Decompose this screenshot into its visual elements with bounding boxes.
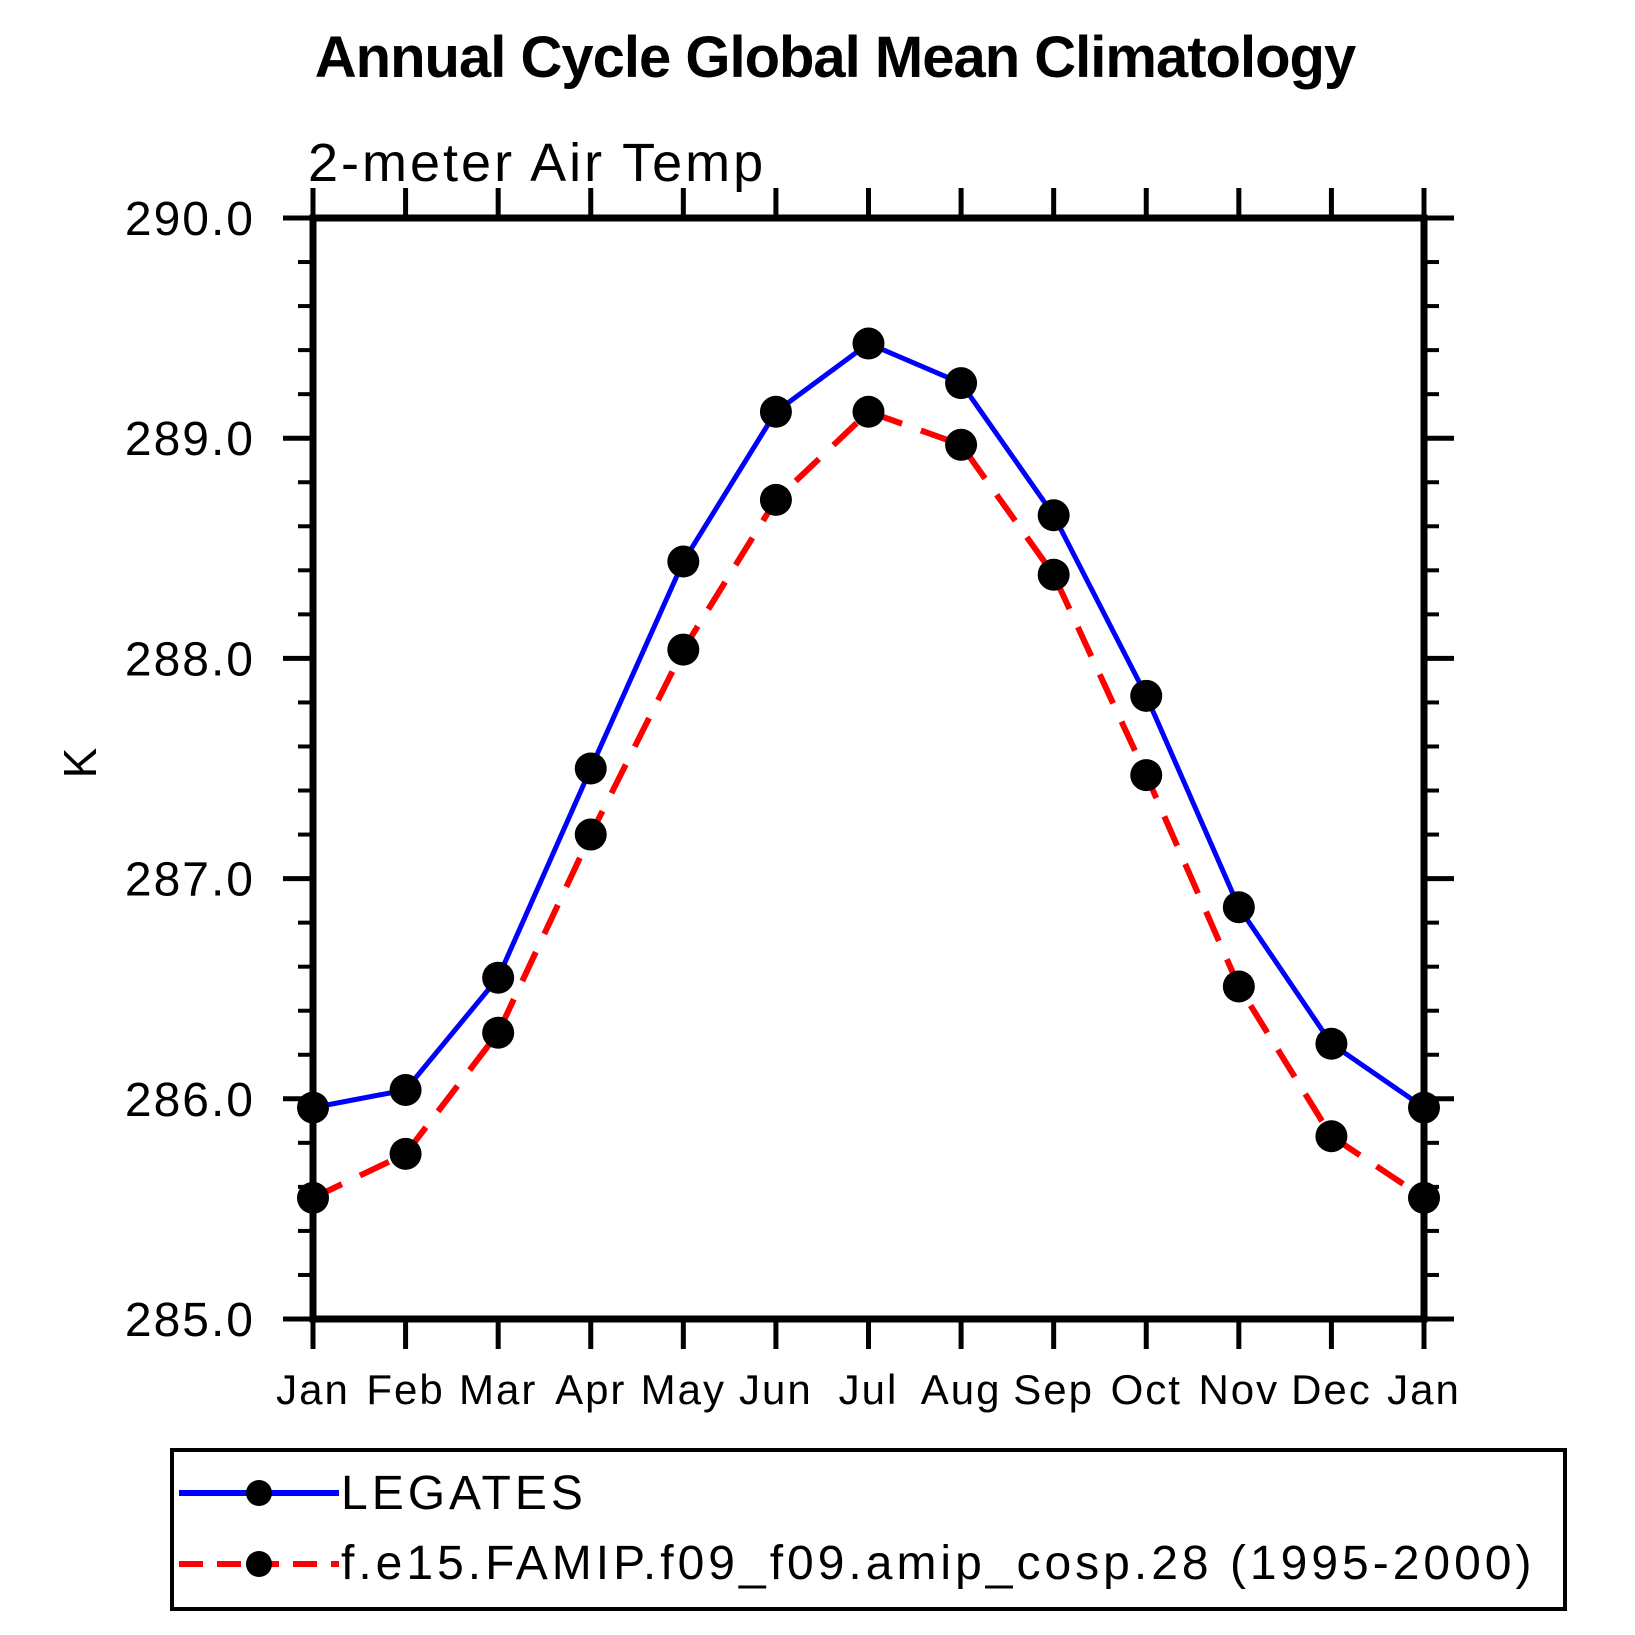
legend-item-model: f.e15.FAMIP.f09_f09.amip_cosp.28 (1995-2… [174,1533,1563,1595]
data-point [759,483,792,516]
y-tick-label: 289.0 [125,413,255,466]
legend-label-legates: LEGATES [341,1466,587,1520]
y-tick-label: 287.0 [125,854,255,907]
legend-label-model: f.e15.FAMIP.f09_f09.amip_cosp.28 (1995-2… [341,1537,1536,1591]
x-tick-label: Apr [555,1366,626,1413]
series-line-legates [312,340,1426,1111]
data-point [1408,1091,1440,1124]
x-tick-label: Jan [1387,1366,1461,1413]
data-point [1408,1181,1440,1214]
y-tick-label: 290.0 [125,193,255,246]
data-point [389,1073,422,1106]
y-tick-label: 288.0 [125,633,255,686]
data-point [1037,499,1070,532]
x-tick-label: Dec [1291,1366,1372,1413]
data-point [482,961,515,994]
data-point [945,367,978,400]
data-point [574,818,607,851]
y-tick-label: 285.0 [125,1294,255,1347]
data-point [574,752,607,785]
data-point [297,1091,329,1124]
data-point [1130,759,1163,792]
data-point [852,395,885,428]
x-tick-label: Sep [1013,1366,1094,1413]
chart-subtitle: 2-meter Air Temp [308,133,767,193]
data-point [482,1016,515,1049]
data-point [297,1181,329,1214]
x-tick-label: Jun [739,1366,813,1413]
x-tick-label: Aug [921,1366,1002,1413]
legend: LEGATES f.e15.FAMIP.f09_f09.amip_cosp.28… [170,1448,1567,1611]
data-point [1222,970,1255,1003]
x-tick-label: Feb [366,1366,444,1413]
data-point [759,395,792,428]
plot-frame [309,214,1428,1323]
data-point [1130,679,1163,712]
legend-marker-icon [246,1480,272,1507]
x-tick-label: Jan [276,1366,350,1413]
data-point [1222,891,1255,924]
chart-title: Annual Cycle Global Mean Climatology [314,25,1356,90]
x-tick-label: Jul [839,1366,899,1413]
data-point [389,1137,422,1170]
series-line-model [311,408,1426,1201]
data-point [1037,558,1070,591]
data-point [1315,1120,1348,1153]
legend-line-solid-icon [179,1476,339,1510]
legend-line-dashed-icon [179,1547,339,1581]
legend-marker-icon [246,1550,272,1577]
data-point [1315,1027,1348,1060]
x-tick-label: May [641,1366,726,1413]
x-tick-label: Oct [1111,1366,1182,1413]
y-tick-label: 286.0 [125,1074,255,1127]
data-point [945,428,978,461]
legend-item-legates: LEGATES [174,1462,1563,1524]
x-tick-label: Nov [1198,1366,1279,1413]
data-point [667,633,700,666]
data-point [667,545,700,578]
x-tick-label: Mar [459,1366,537,1413]
data-point [852,327,885,360]
